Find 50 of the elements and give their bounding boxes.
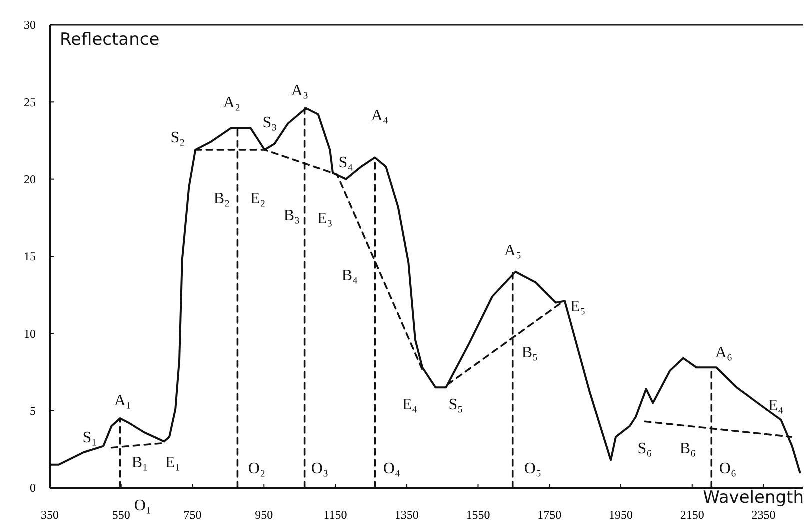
x-tick-label: 2150 bbox=[680, 508, 704, 522]
annotation: A₁ bbox=[114, 392, 132, 410]
text: O₁ bbox=[134, 498, 152, 515]
x-tick-label: 1150 bbox=[324, 508, 348, 522]
y-tick-label: 10 bbox=[24, 326, 36, 341]
annotation: E₁ bbox=[165, 454, 181, 472]
annotation: O₂ bbox=[248, 460, 266, 478]
annotation: O₆ bbox=[719, 460, 737, 478]
annotation: S₃ bbox=[262, 114, 278, 132]
x-axis-title: Wavelength bbox=[703, 488, 804, 508]
annotation: A₄ bbox=[371, 108, 389, 125]
annotation: B₂ bbox=[214, 190, 230, 208]
y-axis-title: Reflectance bbox=[60, 30, 160, 50]
annotation: A₆ bbox=[715, 344, 733, 362]
annotation: E₃ bbox=[317, 210, 333, 228]
annotation: B₄ bbox=[342, 268, 359, 285]
x-tick-label: 1550 bbox=[466, 508, 490, 522]
annotation: E₅ bbox=[570, 298, 586, 316]
annotation: S₂ bbox=[170, 130, 186, 147]
annotation: B₆ bbox=[680, 440, 696, 458]
annotation: O₃ bbox=[311, 460, 329, 478]
y-tick-label: 15 bbox=[24, 250, 36, 264]
x-tick-label: 550 bbox=[112, 508, 130, 522]
annotation: S₅ bbox=[448, 396, 464, 414]
annotation: S₄ bbox=[338, 154, 354, 172]
x-tick-label: 750 bbox=[184, 508, 202, 522]
annotation: S₆ bbox=[638, 440, 652, 458]
x-tick-label: 1750 bbox=[538, 508, 562, 522]
annotation: E₄ bbox=[402, 396, 418, 414]
annotation: B₅ bbox=[522, 344, 538, 362]
annotation: O₅ bbox=[524, 460, 542, 478]
annotation: O₄ bbox=[383, 460, 401, 478]
y-tick-label: 20 bbox=[24, 172, 36, 187]
x-tick-label: 1950 bbox=[608, 508, 633, 522]
annotation: B₁ bbox=[132, 454, 148, 472]
x-tick-label: 350 bbox=[41, 508, 59, 522]
annotation: A₂ bbox=[223, 94, 241, 112]
y-tick-label: 5 bbox=[30, 404, 36, 418]
y-tick-label: 25 bbox=[24, 95, 36, 110]
annotation: S₁ bbox=[82, 430, 98, 447]
annotation: B₃ bbox=[284, 208, 300, 225]
x-tick-label: 1350 bbox=[394, 508, 419, 522]
annotation: A₅ bbox=[504, 242, 522, 260]
x-tick-label: 950 bbox=[255, 508, 274, 522]
annotation: E₂ bbox=[250, 190, 266, 208]
y-tick-label: 0 bbox=[30, 481, 36, 496]
annotation: E₄ bbox=[768, 398, 784, 415]
annotation: A₃ bbox=[291, 82, 309, 100]
x-tick-label: 2350 bbox=[752, 508, 776, 522]
y-tick-label: 30 bbox=[24, 18, 36, 32]
